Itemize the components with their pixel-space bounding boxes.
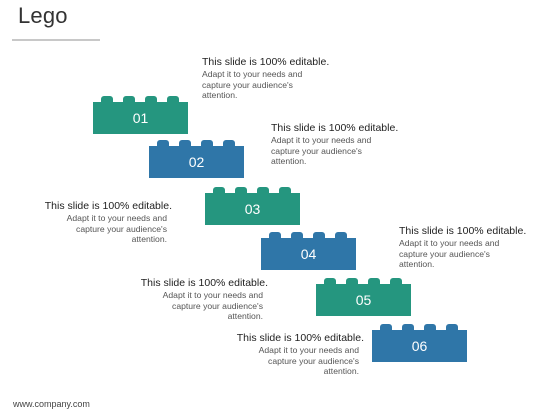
brick-stud bbox=[368, 278, 380, 285]
brick-stud bbox=[279, 187, 291, 194]
note-02: This slide is 100% editable. Adapt it to… bbox=[271, 122, 421, 167]
brick-stud bbox=[402, 324, 414, 331]
brick-stud bbox=[235, 187, 247, 194]
brick-body bbox=[149, 146, 244, 178]
brick-stud bbox=[346, 278, 358, 285]
brick-stud bbox=[179, 140, 191, 147]
brick-number: 02 bbox=[188, 154, 205, 170]
lego-brick-06: 06 bbox=[372, 324, 467, 362]
brick-number: 03 bbox=[244, 201, 261, 217]
lego-brick-03: 03 bbox=[205, 187, 300, 225]
lego-brick-04: 04 bbox=[261, 232, 356, 270]
note-heading: This slide is 100% editable. bbox=[44, 200, 172, 212]
brick-stud bbox=[313, 232, 325, 239]
brick-stud bbox=[101, 96, 113, 103]
brick-number: 01 bbox=[132, 110, 149, 126]
brick-stud bbox=[167, 96, 179, 103]
title-underline bbox=[12, 39, 100, 41]
brick-number: 04 bbox=[300, 246, 317, 262]
brick-stud bbox=[446, 324, 458, 331]
brick-number: 05 bbox=[355, 292, 372, 308]
note-05: This slide is 100% editable. Adapt it to… bbox=[118, 277, 268, 322]
note-04: This slide is 100% editable. Adapt it to… bbox=[399, 225, 549, 270]
lego-brick-01: 01 bbox=[93, 96, 188, 134]
brick-body bbox=[205, 193, 300, 225]
note-description: Adapt it to your needs and capture your … bbox=[162, 290, 263, 321]
brick-number: 06 bbox=[411, 338, 428, 354]
brick-stud bbox=[223, 140, 235, 147]
brick-stud bbox=[145, 96, 157, 103]
note-heading: This slide is 100% editable. bbox=[271, 122, 399, 134]
brick-stud bbox=[213, 187, 225, 194]
note-description: Adapt it to your needs and capture your … bbox=[258, 345, 359, 376]
note-heading: This slide is 100% editable. bbox=[399, 225, 527, 237]
brick-stud bbox=[324, 278, 336, 285]
brick-stud bbox=[424, 324, 436, 331]
note-01: This slide is 100% editable. Adapt it to… bbox=[202, 56, 352, 101]
lego-brick-02: 02 bbox=[149, 140, 244, 178]
note-description: Adapt it to your needs and capture your … bbox=[399, 238, 500, 269]
brick-stud bbox=[157, 140, 169, 147]
brick-stud bbox=[390, 278, 402, 285]
brick-stud bbox=[257, 187, 269, 194]
brick-body bbox=[372, 330, 467, 362]
lego-brick-05: 05 bbox=[316, 278, 411, 316]
brick-stud bbox=[291, 232, 303, 239]
brick-stud bbox=[201, 140, 213, 147]
note-description: Adapt it to your needs and capture your … bbox=[271, 135, 372, 166]
brick-body bbox=[316, 284, 411, 316]
brick-body bbox=[93, 102, 188, 134]
note-description: Adapt it to your needs and capture your … bbox=[66, 213, 167, 244]
brick-stud bbox=[335, 232, 347, 239]
footer-website: www.company.com bbox=[13, 399, 90, 409]
note-06: This slide is 100% editable. Adapt it to… bbox=[214, 332, 364, 377]
note-heading: This slide is 100% editable. bbox=[202, 56, 330, 68]
brick-stud bbox=[380, 324, 392, 331]
brick-stud bbox=[269, 232, 281, 239]
note-03: This slide is 100% editable. Adapt it to… bbox=[22, 200, 172, 245]
note-heading: This slide is 100% editable. bbox=[140, 277, 268, 289]
brick-body bbox=[261, 238, 356, 270]
brick-stud bbox=[123, 96, 135, 103]
slide-title: Lego bbox=[18, 3, 68, 28]
note-heading: This slide is 100% editable. bbox=[236, 332, 364, 344]
note-description: Adapt it to your needs and capture your … bbox=[202, 69, 303, 100]
